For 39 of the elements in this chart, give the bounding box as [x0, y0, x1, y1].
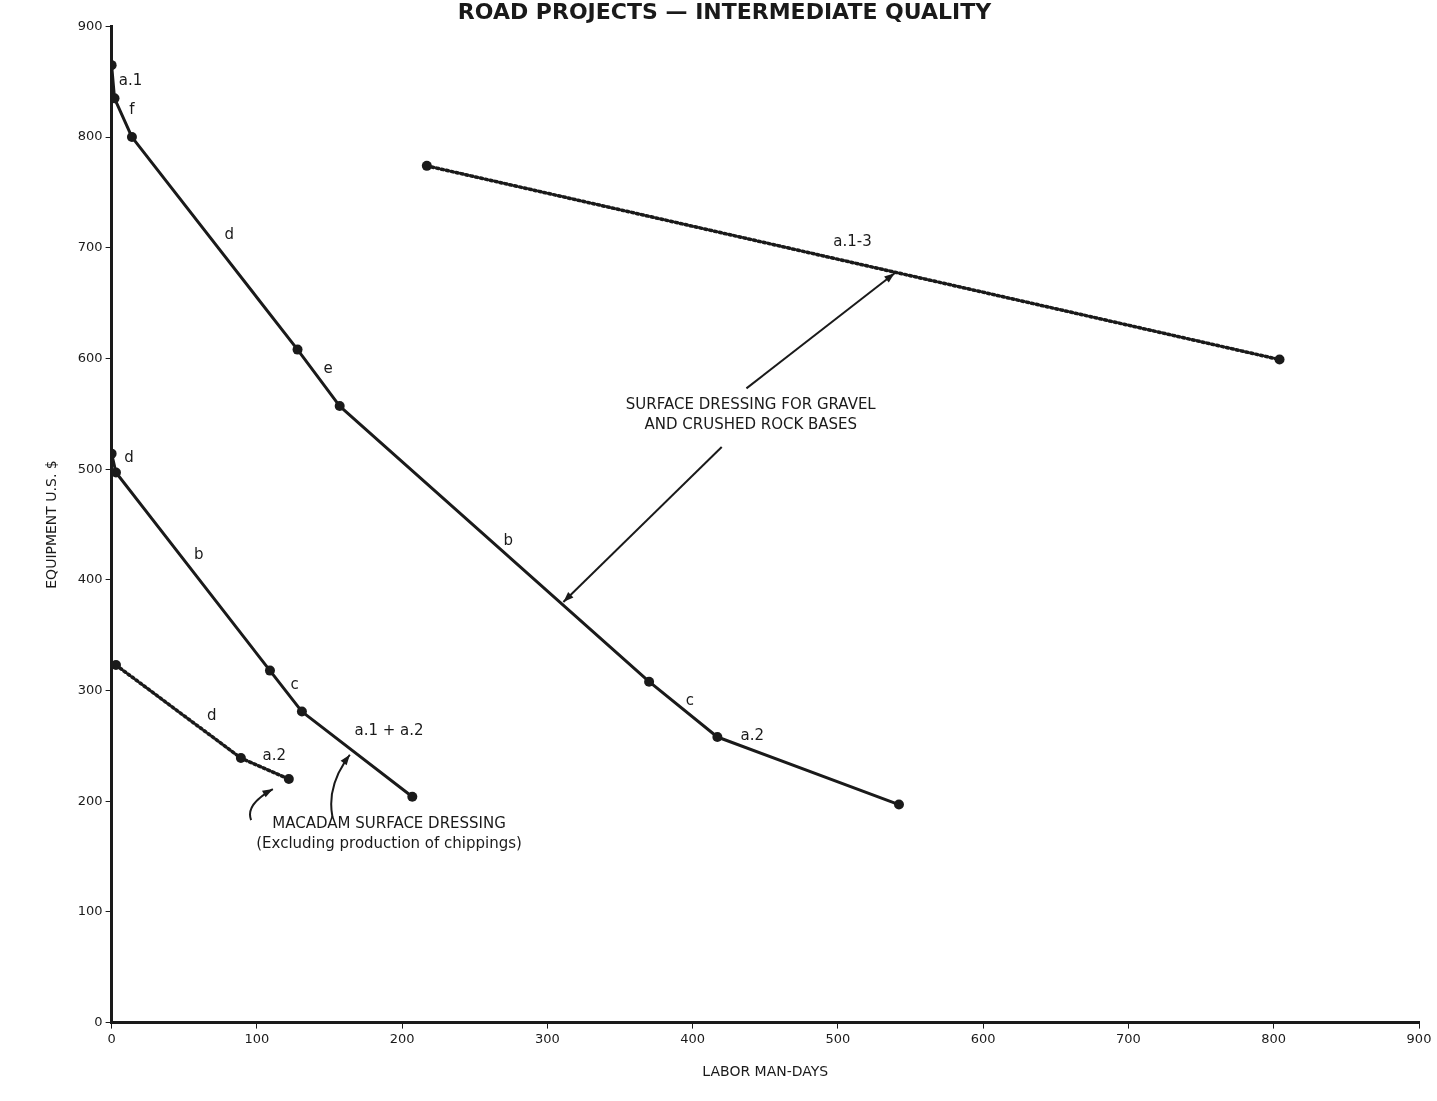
- y-tick-label: 400: [77, 571, 103, 587]
- annotation: b: [503, 530, 513, 549]
- x-axis-title: LABOR MAN-DAYS: [702, 1063, 829, 1080]
- annotation: a.2: [740, 725, 764, 744]
- annotation: a.1-3: [833, 232, 872, 251]
- x-tick-label: 0: [107, 1030, 116, 1046]
- x-tick-label: 400: [680, 1030, 706, 1046]
- annotation: a.1 + a.2: [354, 721, 424, 740]
- annotation: SURFACE DRESSING FOR GRAVEL AND CRUSHED ROCK BASES: [625, 394, 877, 433]
- annotation: d: [124, 447, 134, 466]
- y-tick-label: 100: [77, 903, 103, 919]
- annotation: c: [685, 691, 694, 710]
- y-tick-label: 600: [77, 349, 103, 365]
- x-tick-label: 100: [244, 1030, 270, 1046]
- chart-title: ROAD PROJECTS — INTERMEDIATE QUALITY: [457, 0, 993, 24]
- x-tick-label: 600: [970, 1030, 996, 1046]
- x-tick-label: 800: [1261, 1030, 1287, 1046]
- x-tick-label: 900: [1406, 1030, 1432, 1046]
- annotation: c: [290, 674, 299, 693]
- y-tick-label: 200: [77, 792, 103, 808]
- y-tick-label: 700: [77, 239, 103, 255]
- annotation: d: [207, 705, 217, 724]
- x-tick-label: 700: [1116, 1030, 1141, 1046]
- annotation: b: [194, 545, 204, 564]
- annotation: e: [323, 359, 333, 378]
- annotation: d: [224, 225, 235, 244]
- y-tick-label: 800: [77, 128, 103, 144]
- x-tick-label: 300: [534, 1030, 560, 1046]
- y-tick-label: 900: [77, 17, 103, 33]
- y-tick-label: 0: [94, 1013, 103, 1029]
- y-axis-title: EQUIPMENT U.S. $: [43, 460, 60, 589]
- x-tick-label: 200: [389, 1030, 415, 1046]
- x-tick-label: 500: [825, 1030, 851, 1046]
- y-tick-label: 500: [77, 460, 103, 476]
- annotation: a.2: [262, 745, 287, 764]
- annotation: a.1: [118, 70, 143, 89]
- y-tick-label: 300: [77, 681, 103, 697]
- annotation: MACADAM SURFACE DRESSING (Excluding production of chippings): [256, 814, 522, 853]
- annotation: f: [129, 100, 136, 119]
